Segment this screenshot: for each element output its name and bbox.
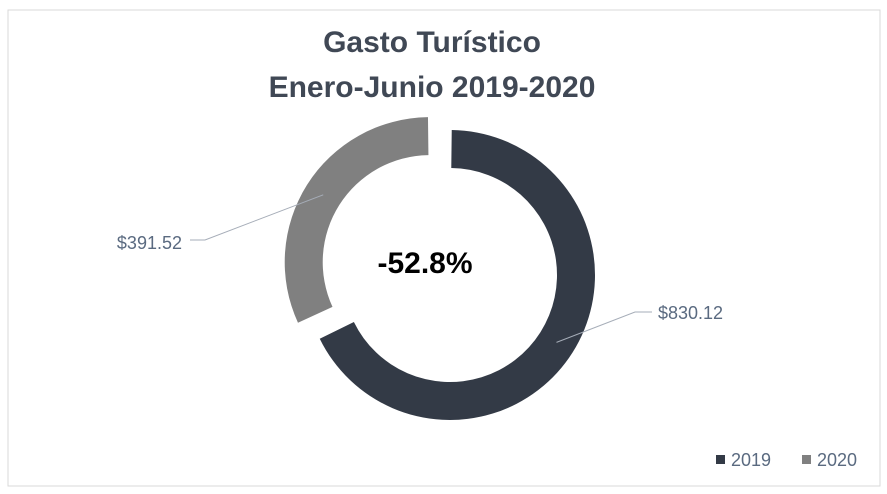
legend-label: 2020 <box>817 450 857 470</box>
leader-line <box>556 311 652 343</box>
center-annotation: -52.8% <box>377 247 472 280</box>
data-label: $830.12 <box>658 303 723 323</box>
leader-line <box>190 194 324 241</box>
data-label: $391.52 <box>117 233 182 253</box>
chart-title: Gasto Turístico <box>323 26 541 59</box>
legend-swatch <box>802 455 811 464</box>
donut-segment <box>284 117 429 323</box>
legend-label: 2019 <box>731 450 771 470</box>
chart-subtitle: Enero-Junio 2019-2020 <box>269 71 596 104</box>
legend-swatch <box>716 455 725 464</box>
